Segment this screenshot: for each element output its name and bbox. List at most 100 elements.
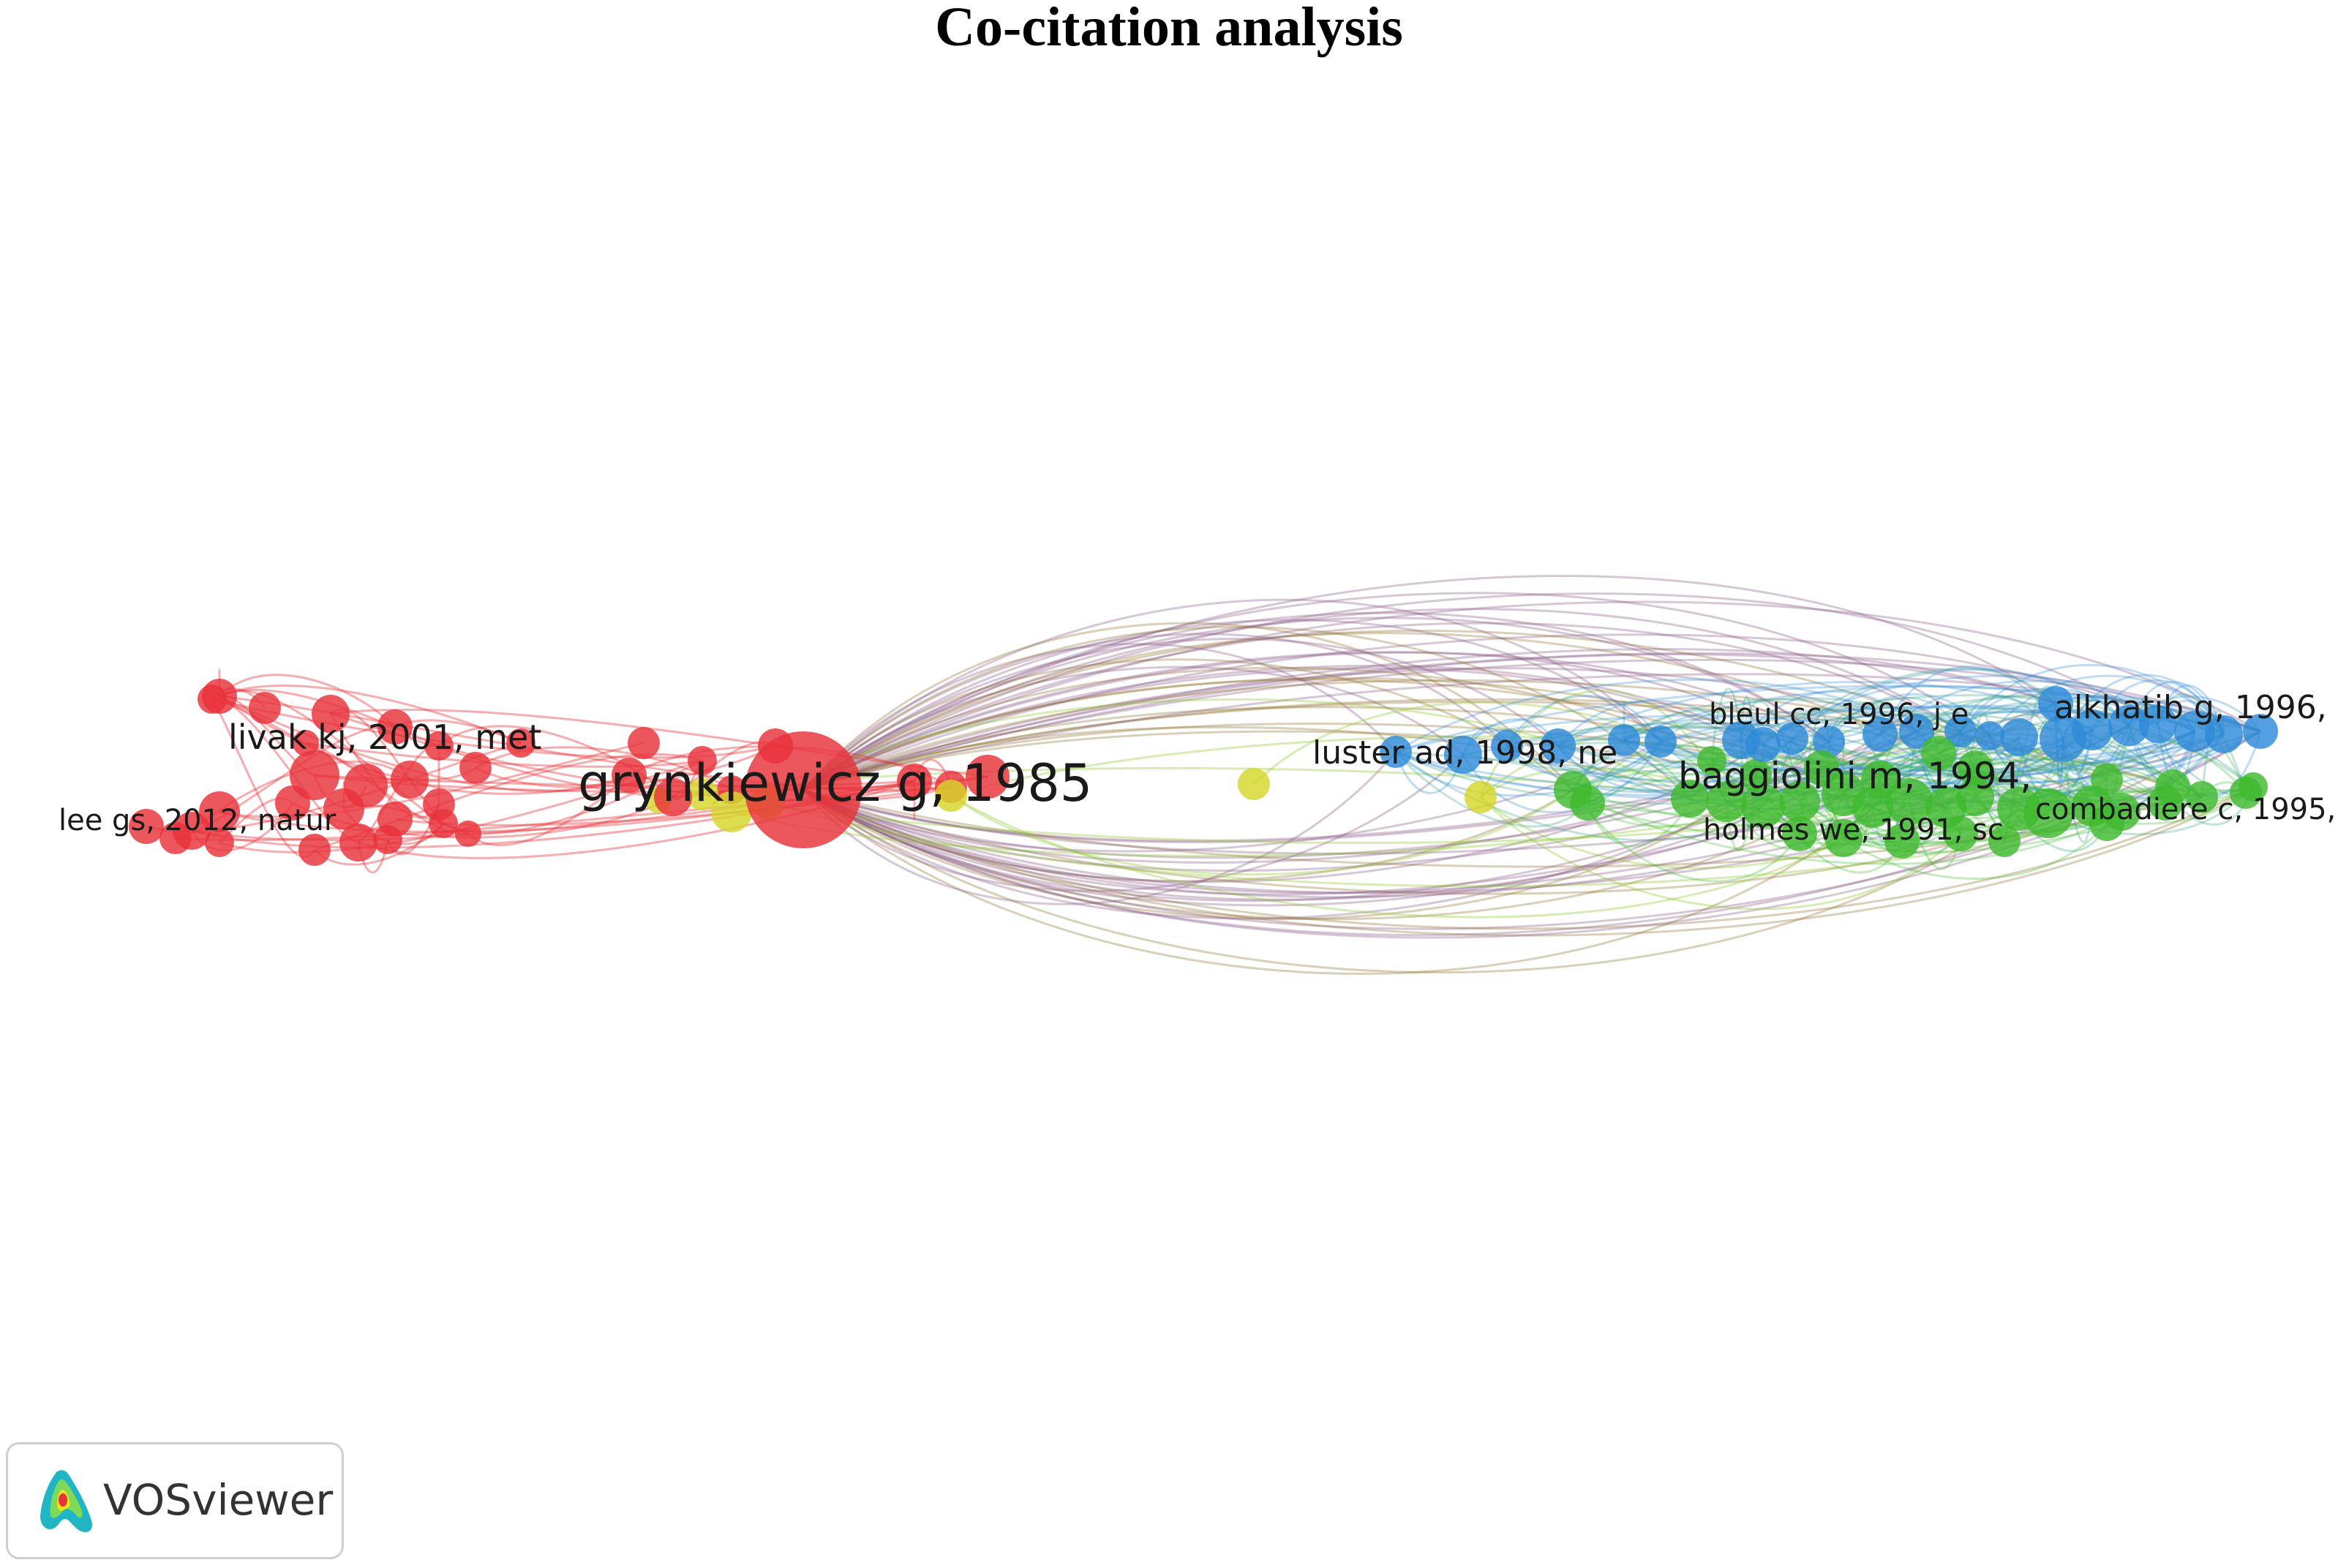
cluster-3-node[interactable] (1722, 721, 1760, 759)
cluster-2-node[interactable] (2023, 788, 2073, 838)
citation-link (1740, 690, 1918, 741)
cluster-3-node[interactable] (1541, 728, 1576, 764)
citation-link (802, 678, 1844, 796)
cluster-1-node[interactable] (249, 692, 281, 724)
label-grynkiewicz[interactable]: grynkiewicz g, 1985 (578, 753, 1092, 813)
cluster-1-node[interactable] (688, 746, 717, 775)
cluster-2-node[interactable] (1671, 780, 1709, 818)
cluster-1-node[interactable] (344, 764, 388, 807)
cluster-2-node[interactable] (2186, 781, 2218, 813)
label-holmes[interactable]: holmes we, 1991, sc (1703, 813, 2004, 847)
cluster-1-node[interactable] (612, 758, 647, 793)
label-livak[interactable]: livak kj, 2001, met (228, 717, 541, 757)
citation-link (802, 666, 1464, 791)
cluster-1-node[interactable] (423, 788, 455, 821)
cluster-1-node[interactable] (293, 730, 319, 756)
cluster-3-node[interactable] (2139, 705, 2177, 743)
cluster-3-node[interactable] (1645, 725, 1677, 758)
cluster-1-node[interactable] (459, 752, 492, 784)
label-alkhatib[interactable]: alkhatib g, 1996, s (2054, 689, 2338, 726)
label-bleul[interactable]: bleul cc, 1996, j e (1709, 698, 1969, 731)
cluster-4-node[interactable] (1465, 781, 1497, 813)
cluster-3-node[interactable] (1444, 736, 1482, 774)
cluster-1-node[interactable] (199, 791, 240, 832)
cluster-3-node[interactable] (2174, 711, 2215, 752)
cluster-1-node[interactable] (173, 812, 211, 850)
cluster-1-node[interactable] (966, 755, 1010, 799)
cluster-3-node[interactable] (2040, 715, 2086, 762)
cluster-3-node[interactable] (2038, 686, 2073, 721)
cluster-1-node[interactable] (339, 823, 377, 862)
cluster-2-node[interactable] (1706, 781, 1747, 822)
cluster-2-node[interactable] (1554, 771, 1592, 809)
cluster-1-node[interactable] (745, 731, 862, 848)
citation-link (1828, 730, 2195, 774)
cluster-2-node[interactable] (1822, 772, 1865, 816)
label-luster[interactable]: luster ad, 1998, ne (1312, 734, 1617, 772)
cluster-2-node[interactable] (1824, 819, 1862, 857)
citation-link (1791, 668, 2130, 740)
cluster-2-node[interactable] (1779, 781, 1820, 822)
cluster-1-node[interactable] (424, 731, 454, 761)
citation-link (731, 793, 1844, 857)
cluster-2-node[interactable] (1740, 759, 1772, 791)
cluster-3-node[interactable] (2108, 705, 2149, 746)
cluster-3-node[interactable] (1899, 714, 1934, 749)
cluster-3-node[interactable] (1491, 730, 1523, 762)
cluster-2-node[interactable] (1921, 736, 1956, 771)
citation-link (802, 788, 1727, 920)
cluster-1-node[interactable] (506, 728, 535, 758)
cluster-2-node[interactable] (1925, 787, 1966, 828)
cluster-1-node[interactable] (129, 809, 164, 844)
cluster-3-node[interactable] (2243, 714, 2278, 749)
cluster-2-node[interactable] (1697, 746, 1726, 775)
label-baggiolini[interactable]: baggiolini m, 1994, (1678, 755, 2031, 797)
cluster-1-node[interactable] (312, 695, 350, 733)
cluster-3-node[interactable] (1862, 717, 1898, 752)
cluster-1-node[interactable] (290, 750, 339, 800)
cluster-1-node[interactable] (391, 761, 429, 799)
cluster-1-node[interactable] (897, 764, 932, 799)
citation-link (802, 702, 2056, 843)
cluster-2-node[interactable] (1741, 784, 1785, 828)
cluster-4-node[interactable] (711, 791, 752, 832)
citation-link (2061, 674, 2225, 739)
cluster-1-node[interactable] (377, 802, 413, 837)
cluster-4-node[interactable] (935, 780, 967, 812)
citation-link (802, 622, 1574, 791)
cluster-3-node[interactable] (1776, 723, 1808, 755)
cluster-1-node[interactable] (628, 727, 660, 759)
cluster-4-node[interactable] (686, 778, 718, 810)
cluster-3-node[interactable] (1380, 736, 1412, 768)
cluster-1-node[interactable] (455, 821, 481, 847)
cluster-1-node[interactable] (377, 709, 413, 745)
cluster-2-node[interactable] (1884, 823, 1920, 859)
cluster-2-node[interactable] (1782, 816, 1817, 851)
citation-link (802, 785, 2254, 930)
citation-link (802, 592, 1991, 791)
cluster-1-node[interactable] (654, 778, 692, 816)
cluster-1-node[interactable] (298, 834, 331, 866)
label-lee[interactable]: lee gs, 2012, natur (59, 804, 337, 837)
cluster-4-node[interactable] (1238, 768, 1270, 800)
cluster-2-node[interactable] (2072, 785, 2113, 826)
cluster-2-node[interactable] (1886, 778, 1933, 825)
citation-link (802, 730, 1917, 859)
cluster-3-node[interactable] (2000, 718, 2038, 756)
citation-link (1762, 674, 2195, 746)
cluster-3-node[interactable] (1608, 724, 1640, 756)
cluster-3-node[interactable] (2205, 715, 2243, 753)
cluster-2-node[interactable] (2230, 777, 2262, 809)
cluster-2-node[interactable] (2155, 769, 2190, 804)
citation-link (802, 653, 2056, 791)
cluster-3-node[interactable] (1813, 725, 1845, 758)
label-combadiere[interactable]: combadiere c, 1995, (2035, 793, 2336, 826)
cluster-3-node[interactable] (1944, 715, 1977, 747)
cluster-1-node[interactable] (202, 679, 237, 714)
cluster-1-node[interactable] (205, 828, 234, 857)
cluster-2-node[interactable] (1958, 750, 1993, 785)
cluster-3-node[interactable] (1975, 721, 2004, 750)
vosviewer-logo-icon (40, 1470, 93, 1533)
cluster-2-node[interactable] (1988, 825, 2021, 857)
